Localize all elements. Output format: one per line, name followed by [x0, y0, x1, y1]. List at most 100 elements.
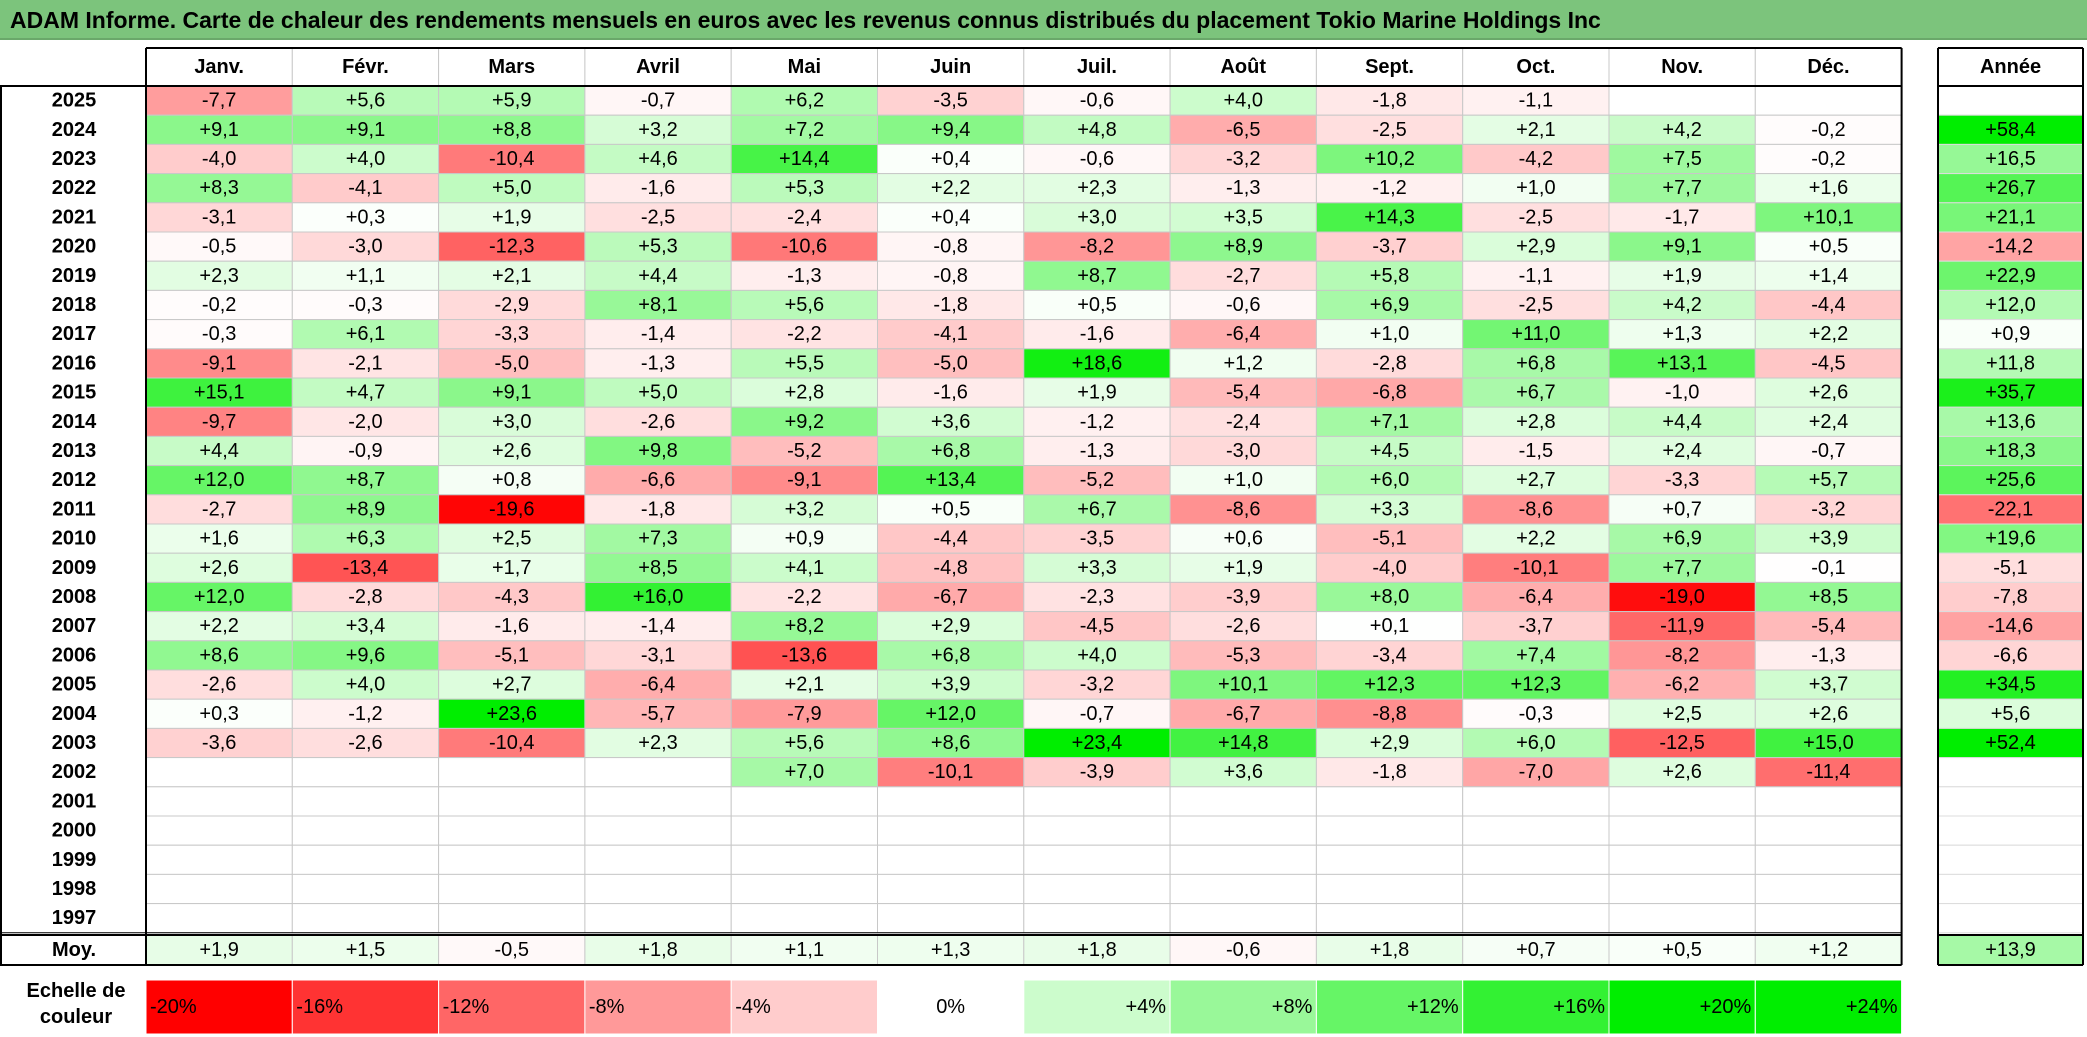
heatmap-cell — [1023, 727, 1171, 759]
heatmap-cell-value: +5,6 — [785, 294, 824, 316]
heatmap-cell — [1608, 435, 1756, 467]
heatmap-cell — [584, 903, 732, 934]
heatmap-cell — [730, 757, 879, 788]
heatmap-cell — [438, 143, 586, 175]
heatmap-cell — [1315, 844, 1464, 875]
heatmap-cell-value: -1,2 — [1372, 177, 1406, 199]
heatmap-cell — [1169, 873, 1317, 905]
heatmap-cell — [291, 757, 440, 788]
average-cell-value: +1,8 — [638, 939, 677, 961]
heatmap-cell-value: +1,7 — [492, 557, 531, 579]
heatmap-cell-value: -2,6 — [202, 674, 236, 696]
heatmap-cell-value: +7,0 — [785, 761, 824, 783]
heatmap-cell-value: -0,7 — [1080, 703, 1114, 725]
average-cell-value: +1,8 — [1077, 939, 1116, 961]
heatmap-cell-value: -5,1 — [495, 644, 529, 666]
heatmap-cell — [438, 611, 586, 642]
heatmap-cell — [730, 727, 879, 759]
heatmap-cell-value: +6,9 — [1370, 294, 1409, 316]
heatmap-cell-value: +15,1 — [194, 382, 245, 404]
heatmap-cell — [730, 552, 879, 583]
heatmap-cell-value: -2,6 — [1226, 615, 1260, 637]
average-cell-value: +1,9 — [199, 939, 238, 961]
heatmap-cell — [145, 523, 293, 554]
heatmap-cell — [877, 640, 1025, 671]
heatmap-cell-value: -6,4 — [641, 674, 675, 696]
heatmap-cell-value: +9,1 — [1662, 236, 1701, 258]
legend-swatch — [877, 979, 1025, 1035]
heatmap-cell-value: -19,0 — [1659, 586, 1705, 608]
heatmap-cell-value: +3,4 — [346, 615, 385, 637]
heatmap-cell-value: +15,0 — [1803, 732, 1854, 754]
annual-cell — [1937, 815, 2084, 846]
heatmap-cell-value: +4,4 — [199, 440, 238, 462]
legend-swatch — [1023, 979, 1171, 1035]
row-year-label: 2001 — [52, 790, 97, 812]
heatmap-cell — [291, 202, 440, 233]
heatmap-cell-value: +5,5 — [785, 352, 824, 374]
row-year-label: 2025 — [52, 90, 97, 112]
heatmap-cell — [1608, 815, 1756, 846]
heatmap-cell-value: -1,3 — [1226, 177, 1260, 199]
heatmap-cell-value: +9,1 — [346, 119, 385, 141]
heatmap-cell-value: +2,6 — [492, 440, 531, 462]
heatmap-cell — [1608, 143, 1756, 175]
heatmap-cell — [877, 114, 1025, 145]
heatmap-cell — [291, 465, 440, 496]
heatmap-cell-value: -2,4 — [1226, 411, 1260, 433]
month-header: Nov. — [1661, 56, 1703, 78]
month-header-cell — [877, 47, 1025, 87]
heatmap-cell — [438, 698, 586, 729]
row-year-label: 2010 — [52, 528, 97, 550]
heatmap-cell-value: +4,7 — [346, 382, 385, 404]
heatmap-cell — [291, 231, 440, 262]
heatmap-cell — [438, 523, 586, 554]
heatmap-cell-value: +2,6 — [199, 557, 238, 579]
heatmap-cell-value: +2,9 — [1516, 236, 1555, 258]
heatmap-cell-value: -6,6 — [641, 469, 675, 491]
heatmap-cell-value: +1,9 — [1077, 382, 1116, 404]
heatmap-cell — [438, 465, 586, 496]
heatmap-cell-value: +2,5 — [492, 528, 531, 550]
heatmap-cell — [1754, 552, 1903, 583]
heatmap-cell — [1608, 669, 1756, 700]
heatmap-cell-value: -0,8 — [933, 236, 967, 258]
heatmap-cell-value: -0,5 — [202, 236, 236, 258]
heatmap-cell-value: +4,4 — [638, 265, 677, 287]
heatmap-cell-value: +1,6 — [1809, 177, 1848, 199]
heatmap-cell-value: +2,7 — [1516, 469, 1555, 491]
year-header-cell — [1937, 47, 2084, 87]
row-year-label: 2014 — [52, 411, 97, 433]
heatmap-cell-value: +8,1 — [638, 294, 677, 316]
annual-cell-value: +18,3 — [1985, 440, 2036, 462]
heatmap-cell — [877, 348, 1025, 379]
row-year-label: 2006 — [52, 644, 97, 666]
heatmap-cell — [1754, 435, 1903, 467]
heatmap-cell — [730, 202, 879, 233]
heatmap-cell — [877, 173, 1025, 204]
annual-cell-value: +12,0 — [1985, 294, 2036, 316]
row-year-label: 2009 — [52, 557, 97, 579]
heatmap-cell-value: -4,8 — [933, 557, 967, 579]
heatmap-cell-value: +4,2 — [1662, 294, 1701, 316]
heatmap-cell — [1169, 903, 1317, 934]
heatmap-cell-value: -0,3 — [1519, 703, 1553, 725]
average-cell-value: -0,6 — [1226, 939, 1260, 961]
heatmap-cell-value: -2,5 — [1519, 294, 1553, 316]
heatmap-cell — [1754, 757, 1903, 788]
heatmap-cell-value: -0,6 — [1226, 294, 1260, 316]
heatmap-cell-value: +3,3 — [1077, 557, 1116, 579]
heatmap-cell-value: +5,6 — [785, 732, 824, 754]
row-year-label: 1998 — [52, 878, 97, 900]
annual-cell-value: -5,1 — [1993, 557, 2027, 579]
heatmap-cell — [1754, 698, 1903, 729]
heatmap-cell — [291, 698, 440, 729]
heatmap-cell — [145, 581, 293, 613]
heatmap-cell — [1023, 465, 1171, 496]
heatmap-cell — [1608, 640, 1756, 671]
annual-cell-value: +58,4 — [1985, 119, 2036, 141]
heatmap-cell-value: +0,3 — [346, 206, 385, 228]
heatmap-cell-value: -0,6 — [1080, 148, 1114, 170]
heatmap-cell — [584, 202, 732, 233]
heatmap-cell-value: -0,8 — [933, 265, 967, 287]
